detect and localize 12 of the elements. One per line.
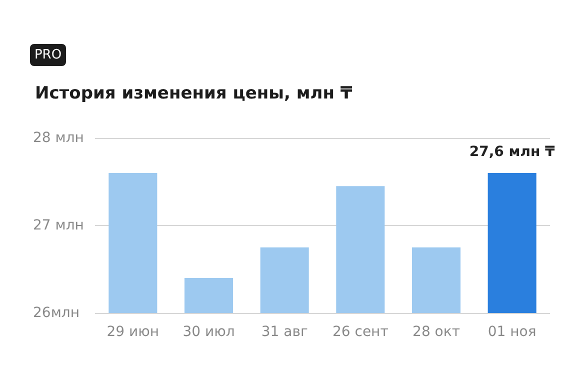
y-tick-label: 26млн [33, 305, 80, 321]
x-tick-label: 29 июн [106, 324, 160, 340]
x-tick-label: 01 ноя [488, 324, 536, 340]
x-tick-label: 31 авг [261, 324, 308, 340]
x-tick-label: 28 окт [412, 324, 460, 340]
chart-title: История изменения цены, млн ₸ [35, 84, 352, 104]
text: PRO [34, 48, 62, 62]
x-tick-label: 30 июл [182, 324, 235, 340]
y-tick-label: 28 млн [33, 130, 84, 146]
data-label: 27,6 млн ₸ [469, 144, 556, 160]
y-tick-label: 27 млн [33, 218, 84, 234]
x-tick-label: 26 сент [332, 324, 388, 340]
